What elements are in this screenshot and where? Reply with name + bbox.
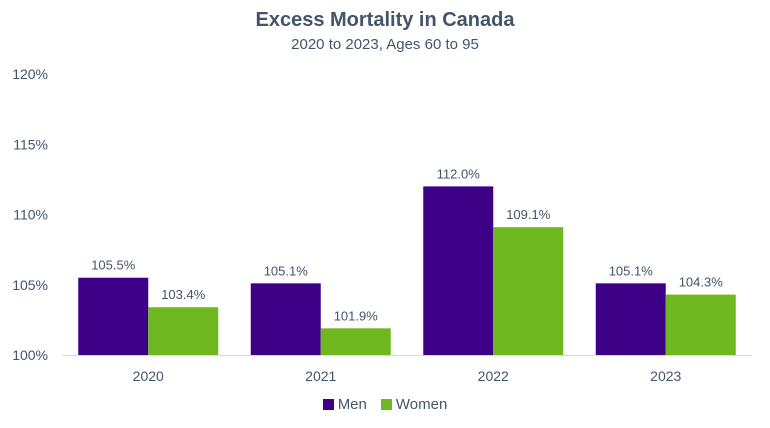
y-tick-label: 115%: [13, 136, 48, 152]
bar-women-2023: [665, 294, 736, 355]
legend-item-men: Men: [322, 396, 367, 413]
data-label-women-2023: 104.3%: [679, 275, 724, 290]
bar-men-2023: [595, 283, 666, 355]
legend-swatch-men: [322, 399, 334, 410]
y-tick-label: 105%: [12, 277, 48, 293]
data-label-men-2020: 105.5%: [91, 258, 136, 273]
bar-women-2022: [493, 227, 564, 355]
bar-men-2022: [423, 186, 494, 355]
chart-title: Excess Mortality in Canada: [255, 9, 515, 31]
x-tick-label: 2022: [478, 368, 509, 384]
bar-women-2021: [320, 328, 391, 355]
legend-label-women: Women: [395, 396, 448, 413]
bar-men-2021: [250, 283, 321, 355]
x-tick-label: 2021: [305, 368, 336, 384]
bar-women-2020: [148, 307, 219, 355]
data-label-women-2022: 109.1%: [506, 207, 551, 222]
data-label-men-2022: 112.0%: [437, 166, 481, 181]
y-tick-label: 110%: [13, 207, 48, 223]
data-label-men-2021: 105.1%: [264, 263, 309, 278]
y-tick-label: 120%: [12, 66, 48, 82]
legend-item-women: Women: [380, 396, 448, 413]
data-label-men-2023: 105.1%: [609, 263, 654, 278]
bar-men-2020: [78, 277, 149, 355]
data-label-women-2021: 101.9%: [334, 308, 379, 323]
legend-label-men: Men: [337, 396, 367, 413]
data-label-women-2020: 103.4%: [161, 287, 206, 302]
chart-subtitle: 2020 to 2023, Ages 60 to 95: [291, 36, 479, 53]
x-tick-label: 2020: [133, 368, 164, 384]
legend: Men Women: [0, 396, 770, 413]
legend-swatch-women: [380, 399, 392, 410]
y-tick-label: 100%: [12, 347, 48, 363]
x-tick-label: 2023: [650, 368, 681, 384]
